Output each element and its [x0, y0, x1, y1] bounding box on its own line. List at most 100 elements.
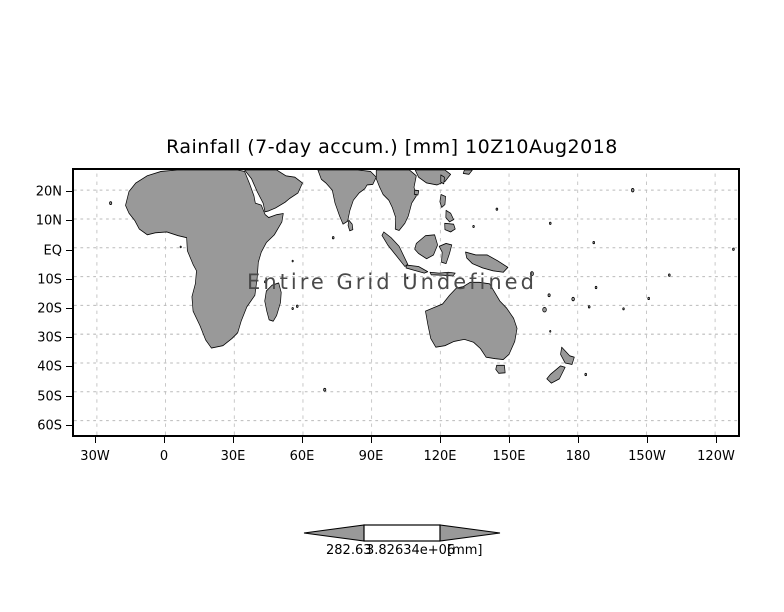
island-galapagos-edge	[732, 247, 735, 251]
colorbar-body	[363, 524, 441, 542]
island-palau	[472, 225, 475, 228]
colorbar-max-label: 3.82634e+06	[366, 543, 456, 558]
xtick-label-30w: 30W	[80, 449, 110, 464]
land-japan	[462, 170, 473, 175]
ytick-mark-10n	[66, 220, 72, 221]
island-kerguelen	[323, 387, 327, 392]
xtick-label-180: 180	[565, 449, 591, 464]
colorbar-low-arrow	[303, 524, 365, 542]
ytick-label-50s: 50S	[37, 389, 62, 405]
xtick-mark-30w	[95, 437, 96, 443]
xtick-label-30e: 30E	[220, 449, 246, 464]
island-new-caledonia	[542, 306, 547, 313]
xtick-mark-150e	[509, 437, 510, 443]
xtick-label-120w: 120W	[697, 449, 735, 464]
island-sao-tome	[179, 245, 182, 249]
land-nz-south	[546, 365, 566, 384]
xtick-mark-60e	[302, 437, 303, 443]
ytick-label-40s: 40S	[37, 359, 62, 375]
land-indochina	[375, 170, 417, 231]
land-australia	[425, 281, 518, 360]
island-tonga	[587, 305, 591, 309]
island-samoa	[594, 285, 598, 290]
colorbar-min-label: 282.63	[326, 543, 372, 558]
xtick-label-150e: 150E	[492, 449, 526, 464]
colorbar-graphic	[303, 524, 501, 542]
colorbar-high-arrow	[439, 524, 501, 542]
ytick-label-20s: 20S	[37, 301, 62, 317]
xtick-label-120e: 120E	[423, 449, 457, 464]
xtick-mark-120w	[716, 437, 717, 443]
map-projection-group	[74, 170, 738, 435]
xtick-mark-30e	[233, 437, 234, 443]
land-africa	[125, 170, 284, 349]
ytick-mark-20n	[66, 191, 72, 192]
land-india	[317, 170, 377, 225]
island-marshall	[548, 221, 552, 225]
ytick-mark-50s	[66, 396, 72, 397]
land-borneo	[414, 234, 438, 260]
ytick-label-10s: 10S	[37, 272, 62, 288]
page-title: Rainfall (7-day accum.) [mm] 10Z10Aug201…	[166, 136, 618, 158]
land-philippines-mid	[445, 209, 454, 223]
xtick-label-90e: 90E	[358, 449, 384, 464]
ytick-label-60s: 60S	[37, 418, 62, 434]
xtick-mark-90e	[371, 437, 372, 443]
land-sumatra	[381, 231, 409, 267]
land-nz-north	[560, 346, 575, 365]
land-lesser-sunda	[429, 271, 456, 277]
xtick-mark-120e	[440, 437, 441, 443]
ytick-label-10n: 10N	[35, 213, 62, 229]
land-tasmania	[495, 364, 506, 374]
ytick-mark-eq	[66, 250, 72, 251]
land-sulawesi	[438, 243, 453, 265]
land-east-asia	[414, 170, 451, 186]
island-comoros	[264, 280, 267, 284]
land-taiwan	[440, 174, 445, 185]
island-chatham	[584, 372, 587, 377]
xtick-mark-180	[578, 437, 579, 443]
map-gridlines	[74, 170, 738, 435]
island-vanuatu	[547, 293, 551, 298]
island-seychelles	[291, 259, 294, 263]
ytick-mark-20s	[66, 308, 72, 309]
landmasses	[109, 170, 735, 392]
island-christmas	[406, 276, 409, 280]
island-reunion	[291, 307, 294, 310]
island-solomon	[529, 271, 534, 277]
ytick-mark-30s	[66, 337, 72, 338]
ytick-label-20n: 20N	[35, 184, 62, 200]
island-mauritius	[295, 304, 299, 308]
ytick-mark-10s	[66, 279, 72, 280]
land-java	[405, 264, 429, 274]
map-plot-area[interactable]	[72, 168, 740, 437]
land-hainan	[413, 189, 420, 196]
colorbar[interactable]	[302, 520, 502, 546]
island-guam	[495, 207, 499, 211]
island-fiji	[571, 296, 575, 302]
island-marquesas	[668, 273, 671, 277]
island-cook	[622, 307, 625, 311]
land-madagascar	[264, 282, 282, 322]
xtick-label-0: 0	[159, 449, 169, 464]
xtick-label-150w: 150W	[628, 449, 666, 464]
island-norfolk	[549, 330, 552, 333]
island-kiribati	[592, 241, 596, 245]
land-arabia	[244, 170, 303, 213]
island-cape-verde	[109, 201, 113, 205]
land-new-guinea	[465, 251, 509, 273]
island-tahiti	[647, 296, 650, 301]
land-mindanao	[444, 222, 456, 233]
ytick-mark-60s	[66, 425, 72, 426]
colorbar-unit-label: [mm]	[447, 543, 483, 558]
ytick-label-30s: 30S	[37, 330, 62, 346]
island-hawaii	[630, 188, 635, 193]
world-map	[74, 170, 738, 435]
land-luzon	[439, 194, 446, 208]
xtick-mark-0	[164, 437, 165, 443]
land-sri-lanka	[347, 219, 354, 232]
island-maldives	[331, 236, 335, 240]
xtick-label-60e: 60E	[289, 449, 315, 464]
ytick-mark-40s	[66, 366, 72, 367]
